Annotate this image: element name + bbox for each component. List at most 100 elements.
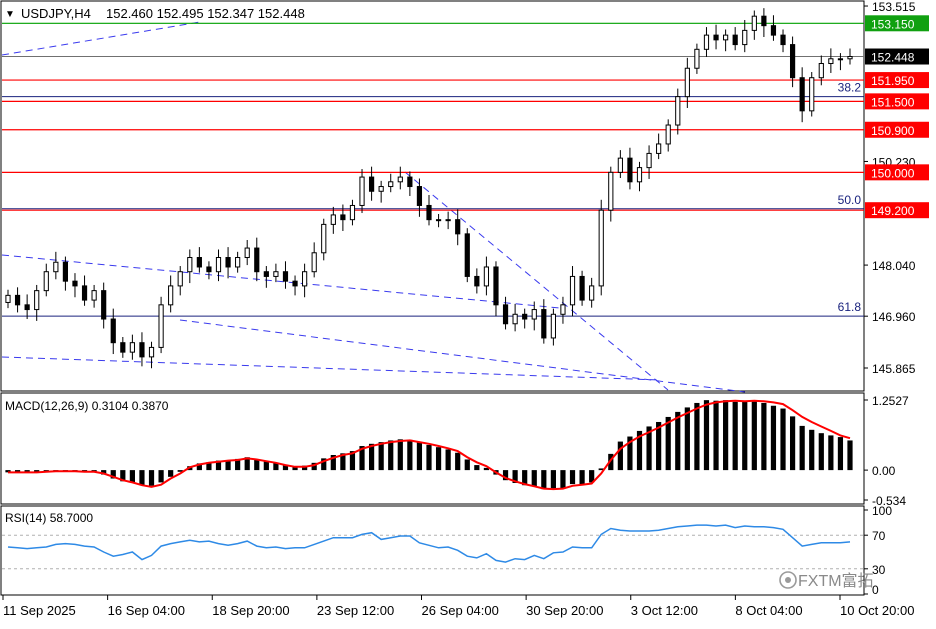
- macd-histogram-bar: [321, 458, 327, 471]
- macd-tick-label: 0.00: [872, 464, 896, 478]
- candle-body: [148, 346, 155, 358]
- menu-arrow-icon[interactable]: ▼: [5, 9, 15, 20]
- price-tick-label: 148.040: [872, 259, 916, 273]
- level-price-tag: [865, 93, 929, 110]
- macd-histogram-bar: [148, 470, 155, 486]
- candle-body: [713, 34, 719, 41]
- macd-histogram-bar: [608, 453, 614, 471]
- level-lines[interactable]: [2, 22, 864, 211]
- candle-body: [235, 257, 241, 268]
- time-tick-label: 11 Sep 2025: [3, 603, 76, 618]
- candle-body: [292, 280, 298, 287]
- macd-panel: 1.2527 0.00 -0.534: [5, 394, 909, 508]
- macd-histogram-bar: [273, 462, 279, 471]
- macd-histogram-bar: [206, 462, 212, 471]
- macd-label: MACD(12,26,9): [5, 399, 88, 413]
- trend-lines[interactable]: [1, 21, 746, 393]
- time-tick-label: 18 Sep 20:00: [212, 603, 289, 618]
- candle-body: [828, 58, 834, 65]
- macd-histogram-bar: [435, 447, 442, 471]
- candle-body: [349, 204, 356, 221]
- candle-body: [263, 271, 269, 277]
- fxtm-logo-icon: FXTM富拓: [779, 571, 874, 590]
- current-price-label: 152.448: [871, 51, 915, 65]
- price-axis: 153.515150.230148.040146.960145.865153.1…: [864, 0, 929, 376]
- macd-histogram-bar: [43, 470, 49, 472]
- macd-histogram-bar: [5, 470, 11, 473]
- fibonacci-lines[interactable]: 38.2 50.0 61.8: [2, 81, 864, 317]
- candle-body: [62, 261, 69, 282]
- macd-histogram-bar: [359, 446, 365, 471]
- candle-body: [569, 275, 576, 306]
- candle-body: [531, 309, 537, 320]
- macd-histogram-bar: [254, 459, 260, 471]
- macd-histogram-bar: [311, 462, 317, 471]
- candle-body: [321, 223, 327, 254]
- time-tick-label: 10 Oct 20:00: [840, 603, 914, 618]
- macd-histogram-bar: [397, 439, 403, 471]
- macd-histogram-bar: [455, 452, 461, 471]
- candle-body: [330, 214, 336, 225]
- candle-body: [512, 313, 518, 325]
- candle-body: [101, 290, 107, 320]
- macd-histogram-bar: [340, 453, 346, 471]
- macd-histogram-bar: [627, 436, 633, 471]
- macd-histogram-bar: [579, 470, 585, 485]
- macd-histogram-bar: [646, 426, 652, 471]
- macd-histogram-bar: [598, 468, 604, 471]
- candle-body: [168, 285, 174, 306]
- candle-body: [110, 318, 116, 344]
- macd-histogram-bar: [177, 470, 183, 472]
- level-price-label: 150.000: [871, 166, 915, 180]
- ohlc-values: 152.460 152.495 152.347 152.448: [106, 6, 305, 21]
- candle-body: [340, 214, 346, 221]
- macd-histogram-bar: [789, 416, 796, 471]
- trend-line: [1, 254, 561, 309]
- trend-line: [179, 319, 746, 393]
- macd-histogram-bar: [531, 470, 537, 487]
- macd-histogram-bar: [589, 470, 595, 483]
- candle-body: [14, 294, 21, 306]
- candle-body: [120, 342, 126, 353]
- candle-body: [493, 266, 499, 306]
- candle-body: [215, 257, 222, 273]
- candle-body: [703, 34, 710, 50]
- rsi-line: [7, 524, 851, 563]
- macd-histogram-bar: [416, 442, 423, 471]
- candle-body: [617, 157, 623, 173]
- time-tick-label: 23 Sep 12:00: [317, 603, 394, 618]
- macd-histogram-bar: [378, 442, 384, 471]
- macd-main-value: 0.3104: [92, 399, 129, 413]
- macd-histogram-bar: [215, 460, 222, 471]
- current-price-tag: [865, 48, 929, 65]
- macd-histogram-bar: [837, 437, 844, 471]
- macd-histogram-bar: [694, 402, 700, 471]
- macd-histogram-bar: [502, 470, 509, 481]
- macd-histogram-bar: [847, 440, 853, 471]
- candle-body: [368, 176, 375, 192]
- symbol-label: USDJPY,H4: [21, 6, 91, 21]
- macd-histogram-bar: [101, 470, 107, 475]
- time-tick-label: 3 Oct 12:00: [631, 603, 698, 618]
- level-price-tag: [865, 202, 929, 219]
- rsi-value: 58.7000: [50, 511, 94, 525]
- candle-body: [837, 58, 844, 61]
- candle-body: [359, 176, 365, 206]
- candle-body: [847, 56, 853, 60]
- macd-histogram-bar: [617, 441, 623, 471]
- macd-histogram-bar: [110, 470, 116, 479]
- rsi-tick-label: 70: [872, 529, 886, 543]
- candle-body: [225, 257, 231, 268]
- candle-body: [72, 280, 78, 287]
- candle-body: [416, 186, 423, 206]
- candle-body: [244, 247, 250, 259]
- macd-histogram-bar: [751, 400, 757, 471]
- macd-histogram-bar: [302, 465, 308, 471]
- candle-body: [732, 34, 738, 46]
- macd-histogram-bar: [14, 470, 21, 473]
- time-tick-label: 26 Sep 04:00: [422, 603, 499, 618]
- candle-body: [388, 181, 394, 188]
- candle-body: [24, 304, 30, 311]
